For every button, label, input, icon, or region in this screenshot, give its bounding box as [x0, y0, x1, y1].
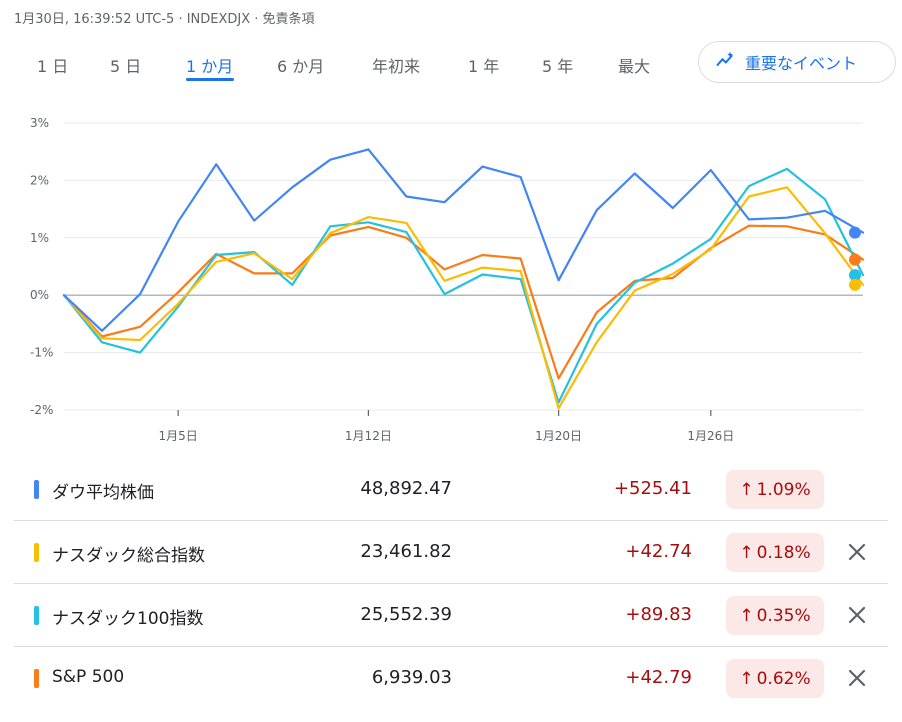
tab-5d[interactable]: 5 日 — [110, 57, 142, 76]
quote-meta: 1月30日, 16:39:52 UTC-5 · INDEXDJX · 免責条項 — [14, 12, 315, 27]
tab-1y[interactable]: 1 年 — [468, 57, 500, 76]
close-icon[interactable] — [845, 540, 869, 564]
x-tick-label: 1月5日 — [159, 429, 198, 443]
tab-5y[interactable]: 5 年 — [542, 57, 574, 76]
index-change: +89.83 — [625, 604, 692, 625]
series-endpoint — [849, 278, 861, 291]
index-row-sp500[interactable]: S&P 500 6,939.03 +42.79 ↑ 0.62% — [14, 647, 888, 709]
x-tick-label: 1月26日 — [687, 429, 734, 443]
arrow-up-icon: ↑ — [739, 542, 754, 563]
series-swatch — [34, 480, 39, 499]
index-change: +42.79 — [625, 667, 692, 688]
percent-change-badge: ↑ 0.62% — [726, 659, 824, 698]
y-tick-label: -1% — [30, 346, 53, 360]
index-list: ダウ平均株価 48,892.47 +525.41 ↑ 1.09% ナスダック総合指… — [14, 458, 888, 709]
percent-change-badge: ↑ 0.18% — [726, 533, 824, 572]
index-name: S&P 500 — [52, 667, 125, 687]
series-swatch — [34, 606, 39, 625]
comparison-line-chart: 3% 2% 1% 0% -1% -2% 1月5日 1月12日 1月20日 1月26日 — [30, 116, 865, 443]
index-row-nasdaq[interactable]: ナスダック総合指数 23,461.82 +42.74 ↑ 0.18% — [14, 521, 888, 584]
tab-1d[interactable]: 1 日 — [37, 57, 69, 76]
series-swatch — [34, 543, 39, 562]
index-row-dow[interactable]: ダウ平均株価 48,892.47 +525.41 ↑ 1.09% — [14, 458, 888, 521]
close-icon[interactable] — [845, 603, 869, 627]
series-line — [62, 167, 865, 404]
y-tick-label: 1% — [30, 231, 49, 245]
percent-change-badge: ↑ 1.09% — [726, 470, 824, 509]
percent-value: 0.62% — [756, 668, 811, 689]
index-name: ナスダック総合指数 — [52, 546, 205, 566]
percent-change-badge: ↑ 0.35% — [726, 596, 824, 635]
active-tab-indicator — [186, 78, 234, 81]
percent-value: 1.09% — [756, 479, 811, 500]
index-value: 25,552.39 — [360, 604, 452, 625]
arrow-up-icon: ↑ — [739, 668, 754, 689]
tab-max[interactable]: 最大 — [618, 57, 651, 76]
index-name: ダウ平均株価 — [52, 483, 154, 503]
tab-1m[interactable]: 1 か月 — [186, 57, 234, 76]
index-name: ナスダック100指数 — [52, 609, 204, 629]
tab-ytd[interactable]: 年初来 — [372, 57, 421, 76]
percent-value: 0.18% — [756, 542, 811, 563]
y-tick-label: 2% — [30, 173, 49, 187]
y-tick-label: -2% — [30, 403, 53, 417]
key-events-label: 重要なイベント — [745, 54, 858, 73]
y-tick-label: 3% — [30, 116, 49, 130]
close-icon[interactable] — [845, 666, 869, 690]
y-tick-label: 0% — [30, 288, 49, 302]
range-tabs: 1 日 5 日 1 か月 6 か月 年初来 1 年 5 年 最大 — [0, 44, 902, 84]
series-line — [62, 224, 865, 380]
series-endpoint — [849, 253, 861, 266]
index-row-nasdaq100[interactable]: ナスダック100指数 25,552.39 +89.83 ↑ 0.35% — [14, 584, 888, 647]
arrow-up-icon: ↑ — [739, 479, 754, 500]
series-line — [62, 186, 865, 410]
percent-value: 0.35% — [756, 605, 811, 626]
index-change: +525.41 — [613, 478, 692, 499]
index-change: +42.74 — [625, 541, 692, 562]
series-line — [62, 148, 865, 332]
x-tick-label: 1月12日 — [345, 429, 392, 443]
index-value: 48,892.47 — [360, 478, 452, 499]
index-value: 6,939.03 — [371, 667, 452, 688]
series-swatch — [34, 669, 39, 688]
index-value: 23,461.82 — [360, 541, 452, 562]
tab-6m[interactable]: 6 か月 — [277, 57, 325, 76]
trend-sparkle-icon — [715, 50, 735, 74]
key-events-button[interactable]: 重要なイベント — [698, 41, 896, 83]
arrow-up-icon: ↑ — [739, 605, 754, 626]
series-endpoint — [849, 226, 861, 239]
x-tick-label: 1月20日 — [535, 429, 582, 443]
series-endpoint — [849, 269, 861, 282]
